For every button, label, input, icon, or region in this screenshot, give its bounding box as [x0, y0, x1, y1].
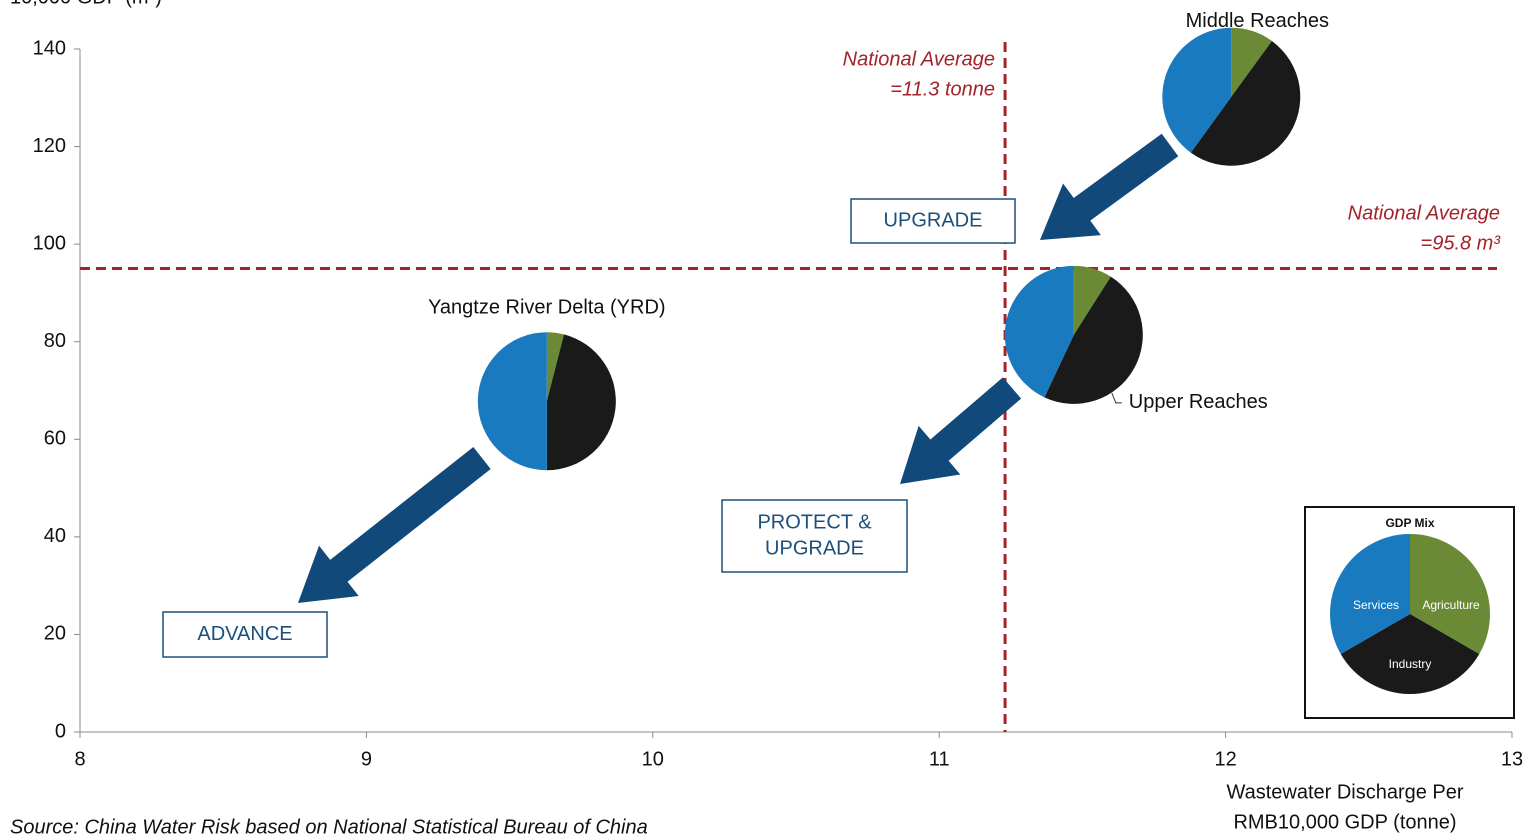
legend-swatch: [1330, 534, 1410, 654]
pie-slice: [546, 334, 616, 471]
x-tick-label: 13: [1501, 748, 1523, 770]
pie-slice: [1004, 265, 1074, 398]
x-tick-label: 8: [74, 748, 85, 770]
leader-line: [1111, 392, 1122, 404]
y-axis-label: 10,000 GDP (m³): [10, 0, 162, 8]
pie-slice: [477, 332, 547, 471]
source: Source: China Water Risk based on Nation…: [10, 816, 648, 838]
y-tick-label: 120: [33, 135, 66, 157]
y-tick-label: 40: [44, 525, 66, 547]
pie-slice: [1073, 265, 1111, 335]
zone-label: ADVANCE: [197, 623, 292, 645]
pie-slice: [1162, 27, 1232, 153]
point-label: Upper Reaches: [1129, 391, 1268, 413]
pie-slice: [1231, 27, 1272, 97]
x-tick-label: 11: [929, 748, 950, 770]
point-label: Yangtze River Delta (YRD): [428, 297, 665, 319]
pie-slice: [1044, 276, 1143, 404]
arrow: [1040, 133, 1179, 240]
reference-label: National Average: [843, 48, 995, 70]
pie-slice: [546, 332, 564, 402]
legend-label: Agriculture: [1422, 598, 1480, 612]
y-tick-label: 60: [44, 428, 66, 450]
x-axis-label: RMB10,000 GDP (tonne): [1233, 811, 1456, 833]
zone-box: [850, 198, 1016, 244]
arrow: [298, 447, 491, 603]
pie-slice: [1190, 40, 1301, 166]
y-tick-label: 0: [55, 720, 66, 742]
y-tick-label: 20: [44, 623, 66, 645]
y-tick-label: 80: [44, 330, 66, 352]
pie-point: [1162, 27, 1301, 166]
zone-label: PROTECT &: [757, 511, 872, 533]
reference-label: =11.3 tonne: [890, 78, 995, 100]
zone-box: [721, 499, 908, 573]
point-label: Middle Reaches: [1186, 10, 1329, 32]
arrow: [900, 377, 1022, 484]
zone-label: UPGRADE: [884, 209, 983, 231]
pie-point: [1004, 265, 1143, 404]
pie-point: [477, 332, 616, 471]
x-axis-label: Wastewater Discharge Per: [1226, 781, 1463, 803]
zone-box: [162, 611, 328, 658]
y-tick-label: 140: [33, 37, 66, 59]
legend-swatch: [1410, 534, 1490, 654]
reference-label: =95.8 m³: [1421, 232, 1502, 254]
y-tick-label: 100: [33, 232, 66, 254]
x-tick-label: 9: [361, 748, 372, 770]
x-tick-label: 10: [642, 748, 664, 770]
x-tick-label: 12: [1214, 748, 1236, 770]
reference-label: National Average: [1348, 202, 1500, 224]
zone-label: UPGRADE: [765, 537, 864, 559]
legend-label: Services: [1353, 598, 1399, 612]
legend-label: Industry: [1389, 657, 1432, 671]
legend-title: GDP Mix: [1385, 516, 1434, 530]
